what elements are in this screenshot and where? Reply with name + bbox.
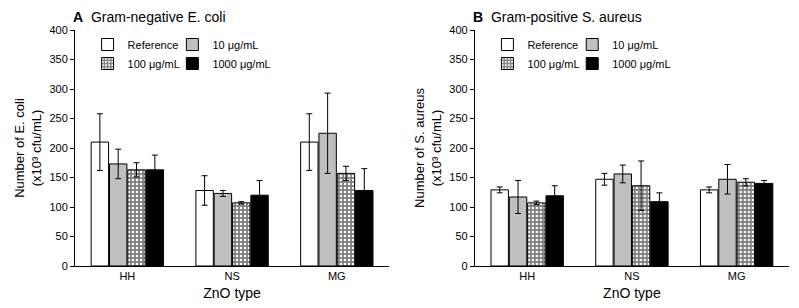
svg-text:NS: NS (224, 270, 239, 282)
svg-text:400: 400 (49, 24, 67, 36)
svg-text:Reference: Reference (128, 39, 179, 51)
svg-text:ZnO type: ZnO type (603, 285, 661, 301)
svg-text:150: 150 (49, 171, 67, 183)
svg-text:50: 50 (56, 230, 68, 242)
svg-text:200: 200 (449, 142, 467, 154)
svg-text:10 μg/mL: 10 μg/mL (212, 39, 258, 51)
svg-text:1000 μg/mL: 1000 μg/mL (212, 58, 270, 70)
svg-text:A Gram-negative E. coli: A Gram-negative E. coli (73, 9, 226, 25)
svg-text:100: 100 (449, 201, 467, 213)
svg-text:100 μg/mL: 100 μg/mL (128, 58, 180, 70)
svg-text:250: 250 (49, 112, 67, 124)
svg-text:350: 350 (449, 53, 467, 65)
svg-text:Reference: Reference (527, 39, 578, 51)
svg-text:HH: HH (119, 270, 135, 282)
svg-text:Number of E. coli(x10³ cfu/mL): Number of E. coli(x10³ cfu/mL) (12, 98, 44, 198)
svg-text:MG: MG (328, 270, 346, 282)
svg-text:350: 350 (49, 53, 67, 65)
svg-text:Number of S. aureus(x10³ cfu/m: Number of S. aureus(x10³ cfu/mL) (412, 88, 444, 208)
svg-text:10 μg/mL: 10 μg/mL (612, 39, 658, 51)
svg-text:0: 0 (462, 260, 468, 272)
svg-text:0: 0 (62, 260, 68, 272)
svg-text:200: 200 (49, 142, 67, 154)
svg-text:250: 250 (449, 112, 467, 124)
svg-text:400: 400 (449, 24, 467, 36)
svg-text:B Gram-positive S. aureus: B Gram-positive S. aureus (473, 9, 642, 25)
svg-text:MG: MG (728, 270, 746, 282)
svg-text:ZnO type: ZnO type (203, 285, 261, 301)
svg-text:100: 100 (49, 201, 67, 213)
svg-text:50: 50 (455, 230, 467, 242)
svg-text:300: 300 (449, 83, 467, 95)
svg-text:1000 μg/mL: 1000 μg/mL (612, 58, 670, 70)
svg-text:100 μg/mL: 100 μg/mL (527, 58, 579, 70)
svg-text:NS: NS (624, 270, 639, 282)
svg-text:150: 150 (449, 171, 467, 183)
svg-text:300: 300 (49, 83, 67, 95)
svg-text:HH: HH (519, 270, 535, 282)
